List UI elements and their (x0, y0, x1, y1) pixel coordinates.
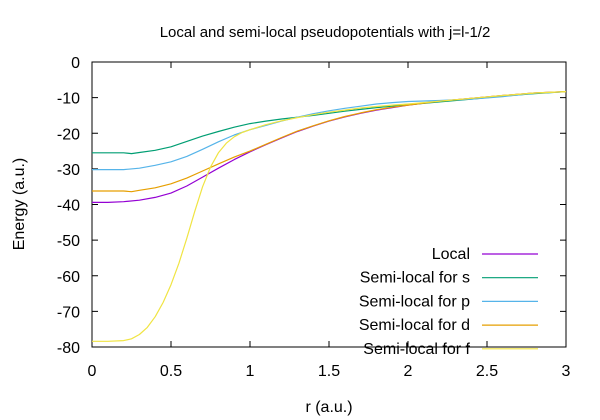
y-tick-label: -50 (57, 233, 80, 250)
plot-area (91, 61, 567, 348)
chart-title: Local and semi-local pseudopotentials wi… (160, 24, 491, 41)
series-line-2 (92, 91, 567, 171)
series-line-1 (92, 91, 567, 155)
legend-label-0: Local (432, 246, 470, 263)
x-tick-label: 2 (404, 363, 413, 380)
x-tick-label: 2.5 (476, 363, 498, 380)
y-tick-label: -40 (57, 198, 80, 215)
y-tick-label: -70 (57, 304, 80, 321)
x-axis-label: r (a.u.) (305, 399, 352, 416)
series-line-3 (92, 91, 567, 193)
x-tick-label: 1 (246, 363, 255, 380)
x-tick-label: 0.5 (160, 363, 182, 380)
legend-label-3: Semi-local for d (359, 317, 470, 334)
x-tick-label: 1.5 (318, 363, 340, 380)
x-axis: 0 0.5 1 1.5 2 2.5 3 (88, 62, 571, 380)
y-tick-label: -60 (57, 269, 80, 286)
y-tick-label: -80 (57, 340, 80, 357)
legend-label-1: Semi-local for s (360, 270, 470, 287)
series-line-4 (92, 91, 567, 342)
y-tick-label: -10 (57, 91, 80, 108)
x-tick-label: 0 (88, 363, 97, 380)
x-tick-label: 3 (562, 363, 571, 380)
series-lines (92, 91, 567, 342)
y-tick-label: -30 (57, 162, 80, 179)
y-tick-label: 0 (71, 55, 80, 72)
legend-label-4: Semi-local for f (363, 341, 470, 358)
legend-label-2: Semi-local for p (359, 293, 470, 310)
legend: Local Semi-local for s Semi-local for p Sem… (359, 246, 538, 358)
y-axis: 0 -10 -20 -30 -40 -50 -60 -70 -80 (57, 55, 566, 357)
plot-frame (91, 61, 567, 348)
y-tick-label: -20 (57, 126, 80, 143)
y-axis-label: Energy (a.u.) (11, 158, 28, 250)
